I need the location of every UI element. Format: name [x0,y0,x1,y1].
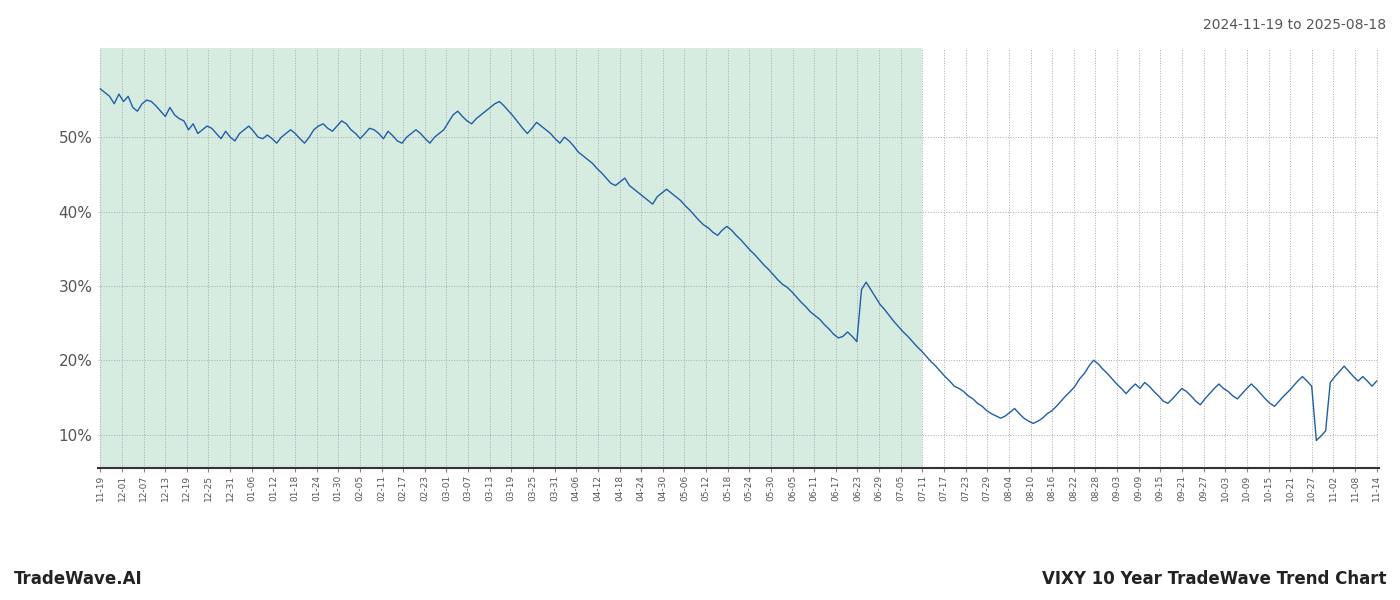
Text: TradeWave.AI: TradeWave.AI [14,570,143,588]
Text: 2024-11-19 to 2025-08-18: 2024-11-19 to 2025-08-18 [1203,18,1386,32]
Bar [101,48,923,468]
Text: VIXY 10 Year TradeWave Trend Chart: VIXY 10 Year TradeWave Trend Chart [1042,570,1386,588]
